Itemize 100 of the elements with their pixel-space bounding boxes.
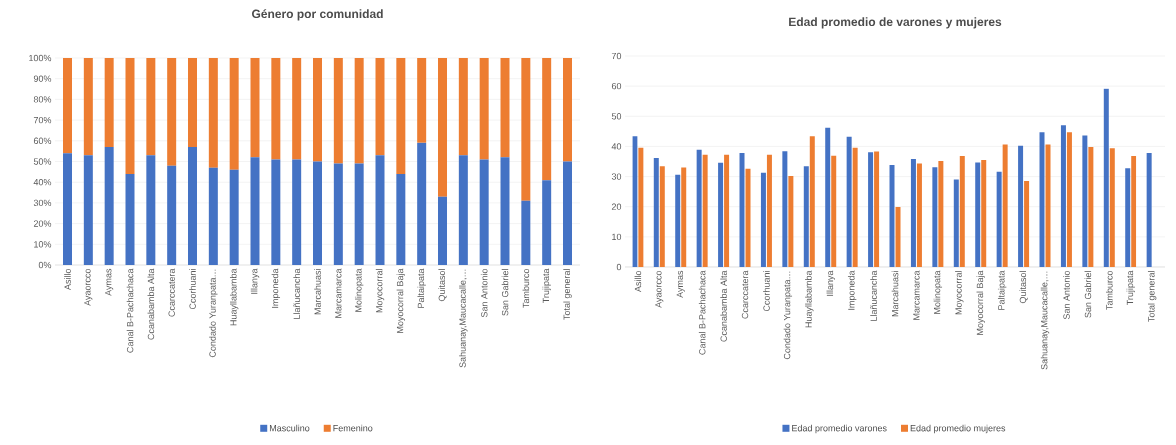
x-tick-label: Trujipata — [1126, 270, 1135, 306]
bar — [718, 162, 724, 267]
bar — [479, 159, 489, 265]
bar — [250, 58, 260, 158]
bar — [208, 58, 218, 168]
x-tick-label: Asillo — [64, 268, 71, 291]
bar — [932, 167, 938, 267]
y-tick-label: 70% — [33, 116, 52, 124]
bar — [831, 155, 837, 267]
bar — [396, 58, 406, 174]
x-tick-label: Molinopata — [933, 270, 943, 314]
bar — [104, 58, 114, 148]
bar — [167, 58, 177, 166]
y-tick-label: 0 — [616, 263, 622, 271]
x-tick-label: Marcamarca — [913, 270, 920, 320]
bar — [1082, 135, 1088, 267]
x-tick-label: Huayllabamba — [805, 270, 814, 328]
bar — [1045, 144, 1051, 267]
bar — [910, 159, 916, 267]
bar — [916, 163, 922, 267]
chart-title: Edad promedio de varones y mujeres — [789, 17, 1002, 29]
y-tick-label: 100% — [29, 54, 52, 62]
x-tick-label: Marcamarca — [335, 268, 342, 318]
bar — [438, 58, 447, 197]
y-tick-label: 10% — [34, 241, 52, 248]
x-tick-label: Sahuanay,Maucacalle,… — [459, 269, 468, 368]
y-tick-label: 30 — [611, 173, 622, 180]
bar — [1024, 181, 1030, 267]
x-tick-label: Condado Yuranpata… — [209, 269, 218, 358]
bar — [745, 168, 751, 267]
x-tick-label: Sahuanay,Maucacalle,… — [1040, 271, 1050, 370]
y-tick-label: 90% — [33, 75, 52, 82]
x-tick-label: Moyocorral — [375, 269, 385, 313]
bar — [438, 196, 447, 265]
bar — [868, 152, 874, 267]
bar — [354, 58, 364, 164]
y-tick-label: 70 — [611, 52, 622, 60]
bar — [521, 58, 531, 201]
bar — [846, 136, 852, 267]
x-tick-label: Ayaorcco — [655, 270, 664, 308]
bar — [167, 165, 177, 265]
bar — [146, 58, 156, 156]
x-tick-label: Huayllabamba — [229, 268, 239, 326]
bar — [1066, 132, 1072, 267]
bar — [889, 165, 895, 267]
x-tick-label: Aymas — [676, 270, 685, 298]
bar — [675, 174, 681, 267]
bar — [953, 179, 959, 267]
bar — [271, 159, 281, 265]
y-tick-label: 0% — [38, 261, 52, 269]
bar — [782, 151, 788, 267]
x-tick-label: Aymas — [105, 268, 114, 296]
bar — [417, 58, 427, 143]
bar — [458, 155, 468, 265]
bar — [1002, 144, 1008, 267]
x-tick-label: San Antonio — [1063, 270, 1070, 320]
bar — [354, 163, 364, 265]
x-tick-label: Asillo — [634, 270, 642, 293]
bar — [724, 154, 730, 267]
x-tick-label: Ccarccatera — [741, 270, 749, 319]
y-tick-label: 60 — [611, 82, 622, 90]
bar — [208, 167, 218, 265]
y-tick-label: 50 — [611, 113, 622, 120]
bar — [1088, 147, 1094, 267]
x-tick-label: Ccanabamba Alta — [147, 268, 155, 340]
bar — [852, 147, 858, 267]
bar — [188, 147, 197, 265]
bar — [803, 166, 809, 267]
x-tick-label: San Antonio — [480, 268, 488, 318]
bar — [63, 58, 72, 154]
bar — [809, 136, 815, 267]
bar — [739, 153, 745, 267]
bar — [996, 171, 1002, 267]
y-tick-label: 20 — [611, 203, 622, 210]
x-tick-label: Imponeda — [847, 270, 857, 310]
bar — [696, 149, 702, 267]
x-tick-label: Imponeda — [271, 268, 281, 308]
bar — [653, 157, 659, 267]
bar — [229, 58, 239, 170]
bar — [375, 58, 385, 156]
x-tick-label: Llañucancha — [870, 270, 877, 321]
y-tick-label: 10 — [612, 233, 622, 241]
bar — [250, 157, 260, 265]
bar — [825, 127, 831, 267]
bar — [271, 58, 281, 160]
bar — [1103, 88, 1109, 267]
x-tick-label: Moyocorral Baja — [976, 270, 985, 335]
bar — [63, 153, 72, 265]
bar — [638, 147, 644, 267]
legend-label: Masculino — [269, 424, 310, 432]
x-tick-label: Paltaipata — [997, 270, 1007, 310]
y-tick-label: 40 — [611, 143, 622, 150]
y-tick-label: 40% — [33, 179, 52, 186]
x-tick-label: Quitasol — [438, 269, 447, 302]
x-tick-label: Paltaipata — [417, 268, 426, 308]
bar — [500, 157, 510, 265]
bar — [188, 58, 197, 148]
bar — [313, 161, 322, 265]
y-tick-label: 80% — [33, 96, 52, 103]
bar — [458, 58, 468, 156]
